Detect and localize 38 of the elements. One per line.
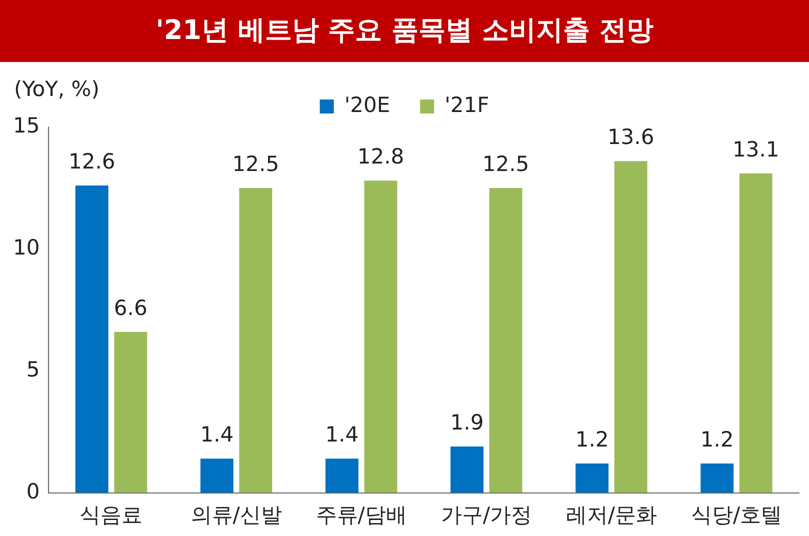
bar <box>576 464 609 493</box>
legend-label: '21F <box>444 92 490 117</box>
data-label: 6.6 <box>114 296 148 320</box>
bar <box>114 332 148 493</box>
data-label: 1.4 <box>200 422 234 447</box>
bar <box>325 458 358 493</box>
chart-title: '21년 베트남 주요 품목별 소비지출 전망 <box>0 0 809 62</box>
bar <box>364 180 398 493</box>
x-tick-label: 식음료 <box>80 502 143 527</box>
y-tick-label: 0 <box>26 479 40 504</box>
data-label: 12.5 <box>482 152 530 176</box>
x-tick-label: 레저/문화 <box>566 502 657 527</box>
data-label: 1.9 <box>450 410 484 434</box>
x-tick-label: 의류/신발 <box>190 502 282 527</box>
data-label: 12.6 <box>68 149 116 174</box>
x-tick-label: 가구/가정 <box>440 502 532 527</box>
bar <box>489 188 522 493</box>
data-label: 13.6 <box>607 125 654 150</box>
data-label: 1.2 <box>700 427 734 452</box>
bar <box>239 188 272 493</box>
x-tick-label: 식당/호텔 <box>690 502 782 527</box>
data-label: 13.1 <box>732 137 780 162</box>
bar <box>739 173 772 493</box>
y-tick-label: 10 <box>12 235 40 260</box>
bar <box>75 186 108 493</box>
bar <box>200 458 234 493</box>
bar <box>700 464 734 493</box>
legend-label: '20E <box>344 92 390 117</box>
y-axis-title: (YoY, %) <box>14 76 100 101</box>
data-label: 12.8 <box>357 144 404 169</box>
data-label: 1.2 <box>575 427 609 452</box>
x-tick-label: 주류/담배 <box>316 502 407 527</box>
data-label: 12.5 <box>232 152 280 176</box>
y-tick-label: 5 <box>26 357 40 382</box>
data-label: 1.4 <box>325 422 359 447</box>
y-tick-label: 15 <box>12 113 40 138</box>
bar <box>450 446 484 493</box>
bar <box>614 161 648 493</box>
